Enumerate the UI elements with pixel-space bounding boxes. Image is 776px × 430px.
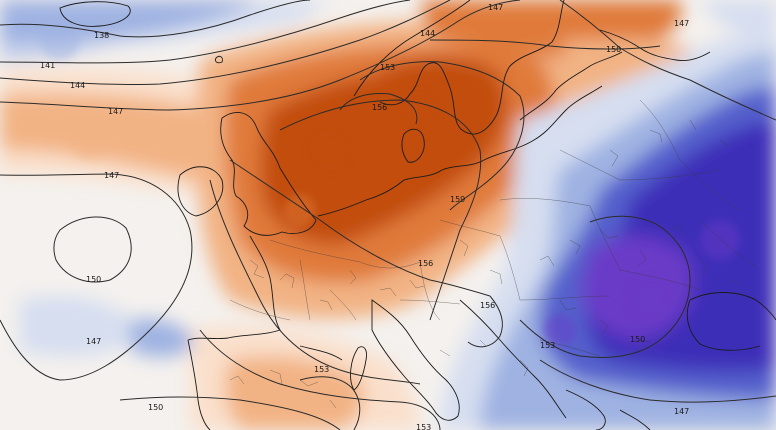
contour-label: 153 bbox=[416, 423, 431, 430]
contour-label: 147 bbox=[674, 407, 689, 416]
coast-finland bbox=[599, 29, 711, 61]
isoline-153-west bbox=[209, 179, 421, 385]
isoline-156-north bbox=[339, 93, 418, 125]
coast-britain bbox=[220, 111, 317, 236]
contour-label: 144 bbox=[420, 29, 435, 38]
coast-baltic bbox=[519, 51, 623, 121]
coast-ireland bbox=[177, 166, 224, 217]
coast-adriatic bbox=[459, 299, 567, 419]
coast-greece bbox=[565, 389, 651, 430]
isoline-141 bbox=[0, 0, 411, 64]
coastlines bbox=[59, 0, 776, 430]
isoline-147-west bbox=[0, 173, 193, 381]
coast-sardinia bbox=[350, 346, 367, 391]
contour-label: 147 bbox=[108, 107, 123, 116]
coast-faroe bbox=[215, 55, 223, 64]
isoline-150-south bbox=[199, 329, 441, 430]
contour-label: 156 bbox=[372, 103, 387, 112]
contour-label: 144 bbox=[70, 81, 85, 90]
isoline-150-sw bbox=[119, 396, 341, 430]
contour-label: 141 bbox=[40, 61, 55, 70]
contour-label: 150 bbox=[606, 45, 621, 54]
contour-label: 153 bbox=[314, 365, 329, 374]
contour-labels: 138 141 144 147 147 147 147 147 147 144 … bbox=[40, 3, 689, 430]
isoline-153-north bbox=[359, 61, 525, 211]
coast-scandinavia bbox=[353, 0, 565, 135]
contour-label: 150 bbox=[86, 275, 101, 284]
contour-label: 156 bbox=[418, 259, 433, 268]
isoline-150-north bbox=[429, 39, 661, 50]
isoline-144 bbox=[0, 0, 451, 86]
contour-label: 153 bbox=[540, 341, 555, 350]
isoline-153-south bbox=[299, 376, 361, 430]
coast-iberia bbox=[187, 339, 343, 430]
coast-italy bbox=[371, 299, 460, 421]
isoline-147-se bbox=[539, 359, 776, 403]
contour-label: 150 bbox=[630, 335, 645, 344]
isoline-159 bbox=[279, 99, 482, 321]
admin-borders bbox=[229, 99, 761, 409]
contour-label: 147 bbox=[488, 3, 503, 12]
contour-label: 147 bbox=[86, 337, 101, 346]
contour-label: 147 bbox=[104, 171, 119, 180]
contour-label: 159 bbox=[450, 195, 465, 204]
isoline-138 bbox=[0, 0, 311, 38]
contour-label: 147 bbox=[674, 19, 689, 28]
contour-label: 156 bbox=[480, 301, 495, 310]
contour-label: 150 bbox=[148, 403, 163, 412]
coast-black-sea bbox=[686, 292, 776, 351]
isoline-156-west bbox=[229, 159, 491, 297]
texture-overlay bbox=[40, 20, 740, 346]
isoline-147-north bbox=[0, 0, 521, 111]
contour-label: 138 bbox=[94, 31, 109, 40]
isoline-156-east bbox=[467, 295, 503, 348]
coast-denmark bbox=[401, 128, 425, 163]
isoline-144-west bbox=[53, 216, 132, 283]
coast-north-continent bbox=[317, 85, 603, 217]
isoline-147-ne bbox=[559, 0, 776, 121]
isoline-150-east bbox=[519, 215, 691, 358]
coast-iceland bbox=[59, 1, 131, 27]
contour-label: 153 bbox=[380, 63, 395, 72]
